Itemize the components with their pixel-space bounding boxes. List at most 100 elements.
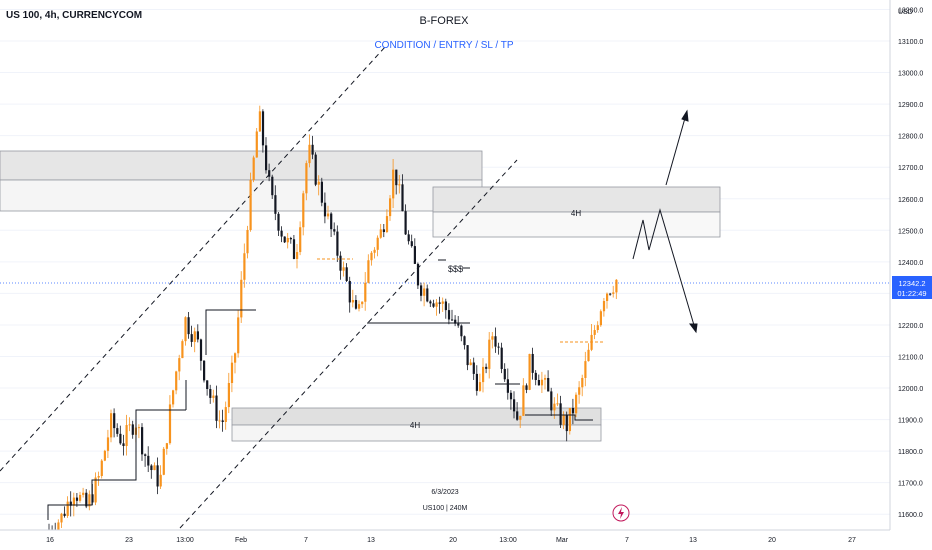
- candle-body: [72, 497, 75, 506]
- candle-body: [196, 331, 199, 340]
- candle-body: [488, 339, 491, 369]
- candle-body: [432, 303, 435, 307]
- candle-body: [429, 301, 432, 304]
- candle-body: [423, 288, 426, 296]
- supply-zone-upper[interactable]: [0, 150, 483, 212]
- price-tick-label: 12400.0: [898, 260, 923, 267]
- candle-body: [593, 330, 596, 335]
- candle-body: [296, 252, 299, 259]
- candle-body: [283, 236, 286, 243]
- candle-body: [509, 392, 513, 400]
- candle-body: [218, 420, 221, 422]
- candle-body: [79, 494, 82, 501]
- candle-body: [249, 179, 252, 230]
- candle-body: [299, 227, 302, 253]
- candle-body: [410, 241, 413, 247]
- candle-body: [333, 229, 336, 232]
- time-tick-label: 27: [848, 537, 856, 544]
- candle-body: [463, 336, 466, 346]
- candle-body: [116, 428, 119, 434]
- candle-body: [308, 144, 311, 164]
- last-price-value: 12342.2: [898, 279, 925, 288]
- supply-zone-4h[interactable]: 4H: [432, 186, 721, 238]
- candle-body: [268, 170, 271, 177]
- candle-body: [389, 198, 392, 217]
- candle-body: [575, 394, 578, 414]
- candle-body: [106, 437, 110, 451]
- candle-body: [522, 385, 525, 416]
- candle-body: [137, 427, 141, 429]
- candle-body: [500, 347, 503, 369]
- liquidity-marker: $$$: [438, 259, 470, 274]
- price-tick-label: 13200.0: [898, 7, 923, 14]
- candle-body: [534, 372, 537, 381]
- channel-line-upper[interactable]: [0, 46, 386, 472]
- price-tick-label: 11900.0: [898, 418, 923, 425]
- candle-body: [230, 362, 234, 384]
- candle-body: [168, 404, 172, 444]
- candle-body: [119, 433, 122, 444]
- currency-label: USD: [898, 9, 913, 16]
- candle-body: [550, 391, 553, 411]
- candle-body: [596, 325, 599, 331]
- candle-body: [314, 154, 317, 185]
- candle-body: [531, 353, 534, 373]
- zone-label-4h-upper: 4H: [571, 209, 581, 218]
- candle-body: [125, 425, 128, 447]
- candle-body: [190, 334, 193, 342]
- candle-body: [416, 263, 420, 286]
- candle-body: [426, 288, 429, 302]
- candle-body: [224, 407, 227, 422]
- candle-body: [401, 184, 404, 212]
- candle-body: [286, 237, 289, 243]
- candle-body: [584, 361, 587, 378]
- candle-body: [559, 403, 562, 425]
- candle-body: [361, 301, 364, 305]
- orange-levels: [317, 258, 603, 343]
- time-tick-label: 13:00: [499, 537, 517, 544]
- candle-body: [175, 371, 178, 391]
- candle-body: [330, 213, 333, 230]
- candle-body: [323, 202, 327, 217]
- candle-body: [271, 176, 274, 196]
- instrument-label: US100 | 240M: [423, 505, 468, 512]
- time-tick-label: Mar: [556, 537, 569, 544]
- price-tick-label: 12600.0: [898, 197, 923, 204]
- candle-body: [370, 252, 373, 261]
- flash-icon[interactable]: [612, 504, 630, 522]
- projection-path[interactable]: [632, 109, 698, 334]
- candle-body: [420, 285, 423, 296]
- candle-body: [513, 399, 516, 412]
- time-tick-label: Feb: [235, 537, 247, 544]
- candle-body: [578, 387, 581, 395]
- candle-body: [63, 513, 66, 516]
- candle-body: [345, 267, 348, 281]
- candle-body: [75, 497, 79, 501]
- candle-body: [562, 415, 565, 425]
- candle-body: [100, 460, 103, 477]
- candle-body: [206, 380, 209, 390]
- candle-body: [128, 424, 131, 426]
- candle-body: [237, 317, 240, 354]
- channel-line-lower[interactable]: [179, 159, 518, 529]
- candle-body: [553, 403, 556, 411]
- candle-body: [302, 193, 305, 228]
- candle-body: [540, 379, 544, 386]
- candle-body: [547, 378, 550, 392]
- time-axis[interactable]: [0, 530, 890, 550]
- time-tick-label: 16: [46, 537, 54, 544]
- candle-body: [193, 331, 196, 342]
- candle-body: [404, 211, 407, 235]
- candle-body: [457, 323, 460, 326]
- candle-body: [97, 476, 100, 478]
- candle-body: [348, 280, 351, 303]
- price-axis[interactable]: [890, 0, 932, 530]
- candle-body: [571, 407, 575, 414]
- candle-body: [413, 246, 416, 264]
- candle-body: [612, 292, 615, 294]
- candle-body: [221, 420, 224, 422]
- candle-body: [258, 111, 261, 132]
- candle-body: [122, 443, 125, 447]
- demand-zone-4h[interactable]: 4H: [231, 407, 602, 442]
